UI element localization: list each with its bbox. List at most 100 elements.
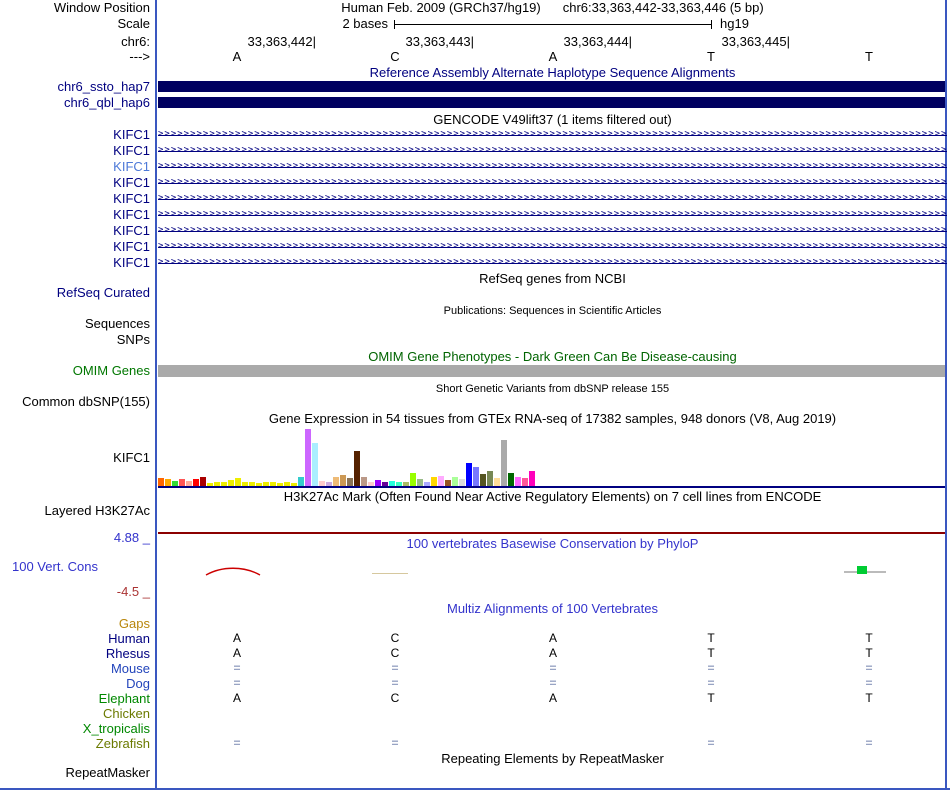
species-label[interactable]: X_tropicalis: [82, 721, 150, 736]
gencode-transcript-arrows[interactable]: >>>>>>>>>>>>>>>>>>>>>>>>>>>>>>>>>>>>>>>>…: [158, 192, 947, 206]
gtex-bar[interactable]: [403, 482, 409, 486]
gencode-track-title[interactable]: GENCODE V49lift37 (1 items filtered out): [433, 112, 672, 127]
phylop-track-title[interactable]: 100 vertebrates Basewise Conservation by…: [406, 536, 699, 551]
gtex-bar[interactable]: [228, 480, 234, 486]
gtex-bar[interactable]: [312, 443, 318, 486]
publications-track-title[interactable]: Publications: Sequences in Scientific Ar…: [443, 305, 662, 317]
species-label[interactable]: Human: [108, 631, 150, 646]
snps-label[interactable]: SNPs: [116, 332, 150, 347]
species-label[interactable]: Dog: [126, 676, 150, 691]
h3k27ac-label[interactable]: Layered H3K27Ac: [44, 503, 150, 518]
gtex-bar[interactable]: [368, 482, 374, 486]
gtex-bar[interactable]: [459, 479, 465, 486]
haplotype-track-title[interactable]: Reference Assembly Alternate Haplotype S…: [369, 65, 736, 80]
gencode-transcript-arrows[interactable]: >>>>>>>>>>>>>>>>>>>>>>>>>>>>>>>>>>>>>>>>…: [158, 160, 947, 174]
gtex-bar[interactable]: [375, 480, 381, 486]
gtex-bar[interactable]: [389, 481, 395, 486]
phylop-track-label[interactable]: 100 Vert. Cons: [12, 559, 98, 574]
haplotype-bar[interactable]: [158, 97, 947, 108]
gtex-bar[interactable]: [221, 482, 227, 486]
gtex-bar[interactable]: [480, 474, 486, 486]
gtex-bar[interactable]: [179, 479, 185, 486]
gtex-bar[interactable]: [410, 473, 416, 486]
gtex-bar[interactable]: [396, 482, 402, 486]
gencode-transcript-label[interactable]: KIFC1: [113, 143, 150, 158]
omim-genes-label[interactable]: OMIM Genes: [72, 363, 150, 378]
gtex-bar[interactable]: [284, 482, 290, 486]
common-dbsnp-label[interactable]: Common dbSNP(155): [22, 394, 150, 409]
gencode-transcript-arrows[interactable]: >>>>>>>>>>>>>>>>>>>>>>>>>>>>>>>>>>>>>>>>…: [158, 128, 947, 142]
haplotype-bar[interactable]: [158, 81, 947, 92]
gtex-bar[interactable]: [494, 478, 500, 486]
phylop-negative-curve[interactable]: [204, 563, 262, 578]
gencode-transcript-label[interactable]: KIFC1: [113, 159, 150, 174]
gtex-bar[interactable]: [319, 481, 325, 486]
gtex-bar[interactable]: [466, 463, 472, 486]
gtex-bar[interactable]: [354, 451, 360, 486]
repeatmasker-track-title[interactable]: Repeating Elements by RepeatMasker: [441, 751, 664, 766]
repeatmasker-label[interactable]: RepeatMasker: [65, 765, 150, 780]
gencode-transcript-arrows[interactable]: >>>>>>>>>>>>>>>>>>>>>>>>>>>>>>>>>>>>>>>>…: [158, 256, 947, 270]
refseq-curated-label[interactable]: RefSeq Curated: [56, 285, 150, 300]
phylop-tan-mark[interactable]: [372, 573, 408, 574]
gencode-transcript-label[interactable]: KIFC1: [113, 127, 150, 142]
gtex-bar[interactable]: [333, 477, 339, 486]
gtex-bar[interactable]: [487, 471, 493, 486]
gtex-bar[interactable]: [438, 476, 444, 486]
species-label[interactable]: Zebrafish: [95, 736, 150, 751]
gtex-bar[interactable]: [501, 440, 507, 486]
h3k27ac-track-title[interactable]: H3K27Ac Mark (Often Found Near Active Re…: [283, 489, 822, 504]
species-label[interactable]: Chicken: [103, 706, 150, 721]
gtex-bar[interactable]: [214, 482, 220, 486]
haplotype-item-label[interactable]: chr6_ssto_hap7: [57, 79, 150, 94]
gtex-bar[interactable]: [431, 477, 437, 486]
gtex-bar[interactable]: [200, 477, 206, 486]
gtex-bar[interactable]: [305, 429, 311, 486]
gtex-bar[interactable]: [347, 478, 353, 486]
h3k27ac-signal-line[interactable]: [158, 532, 947, 534]
gencode-transcript-arrows[interactable]: >>>>>>>>>>>>>>>>>>>>>>>>>>>>>>>>>>>>>>>>…: [158, 240, 947, 254]
gencode-transcript-label[interactable]: KIFC1: [113, 191, 150, 206]
gtex-bar[interactable]: [270, 482, 276, 486]
species-label[interactable]: Gaps: [118, 616, 150, 631]
refseq-track-title[interactable]: RefSeq genes from NCBI: [479, 271, 626, 286]
gencode-transcript-arrows[interactable]: >>>>>>>>>>>>>>>>>>>>>>>>>>>>>>>>>>>>>>>>…: [158, 208, 947, 222]
gtex-bar[interactable]: [515, 477, 521, 486]
gencode-transcript-label[interactable]: KIFC1: [113, 239, 150, 254]
gtex-bar[interactable]: [473, 467, 479, 486]
gtex-gene-label[interactable]: KIFC1: [113, 450, 150, 465]
phylop-green-mark[interactable]: [857, 566, 867, 574]
gencode-transcript-label[interactable]: KIFC1: [113, 207, 150, 222]
gtex-bar[interactable]: [256, 483, 262, 486]
gtex-bar[interactable]: [417, 479, 423, 486]
gencode-transcript-arrows[interactable]: >>>>>>>>>>>>>>>>>>>>>>>>>>>>>>>>>>>>>>>>…: [158, 176, 947, 190]
gtex-track-title[interactable]: Gene Expression in 54 tissues from GTEx …: [268, 411, 837, 426]
gtex-expression-chart[interactable]: [158, 429, 540, 486]
gtex-bar[interactable]: [361, 477, 367, 486]
multiz-track-title[interactable]: Multiz Alignments of 100 Vertebrates: [446, 601, 658, 616]
gtex-bar[interactable]: [326, 482, 332, 486]
gtex-bar[interactable]: [263, 482, 269, 486]
gtex-bar[interactable]: [445, 480, 451, 486]
gtex-bar[interactable]: [172, 481, 178, 486]
gencode-transcript-label[interactable]: KIFC1: [113, 175, 150, 190]
gtex-bar[interactable]: [207, 483, 213, 486]
gtex-bar[interactable]: [165, 479, 171, 486]
gtex-bar[interactable]: [298, 477, 304, 486]
sequences-label[interactable]: Sequences: [84, 316, 150, 331]
gtex-bar[interactable]: [508, 473, 514, 486]
gtex-bar[interactable]: [291, 483, 297, 486]
gtex-bar[interactable]: [452, 477, 458, 486]
gencode-transcript-label[interactable]: KIFC1: [113, 255, 150, 270]
gtex-bar[interactable]: [235, 478, 241, 486]
gtex-bar[interactable]: [522, 478, 528, 486]
gencode-transcript-arrows[interactable]: >>>>>>>>>>>>>>>>>>>>>>>>>>>>>>>>>>>>>>>>…: [158, 144, 947, 158]
gtex-bar[interactable]: [382, 482, 388, 486]
dbsnp-track-title[interactable]: Short Genetic Variants from dbSNP releas…: [435, 383, 670, 395]
omim-genes-bar[interactable]: [158, 365, 947, 377]
species-label[interactable]: Mouse: [110, 661, 150, 676]
omim-track-title[interactable]: OMIM Gene Phenotypes - Dark Green Can Be…: [368, 349, 737, 364]
gtex-bar[interactable]: [249, 482, 255, 486]
gencode-transcript-label[interactable]: KIFC1: [113, 223, 150, 238]
haplotype-item-label[interactable]: chr6_qbl_hap6: [63, 95, 150, 110]
